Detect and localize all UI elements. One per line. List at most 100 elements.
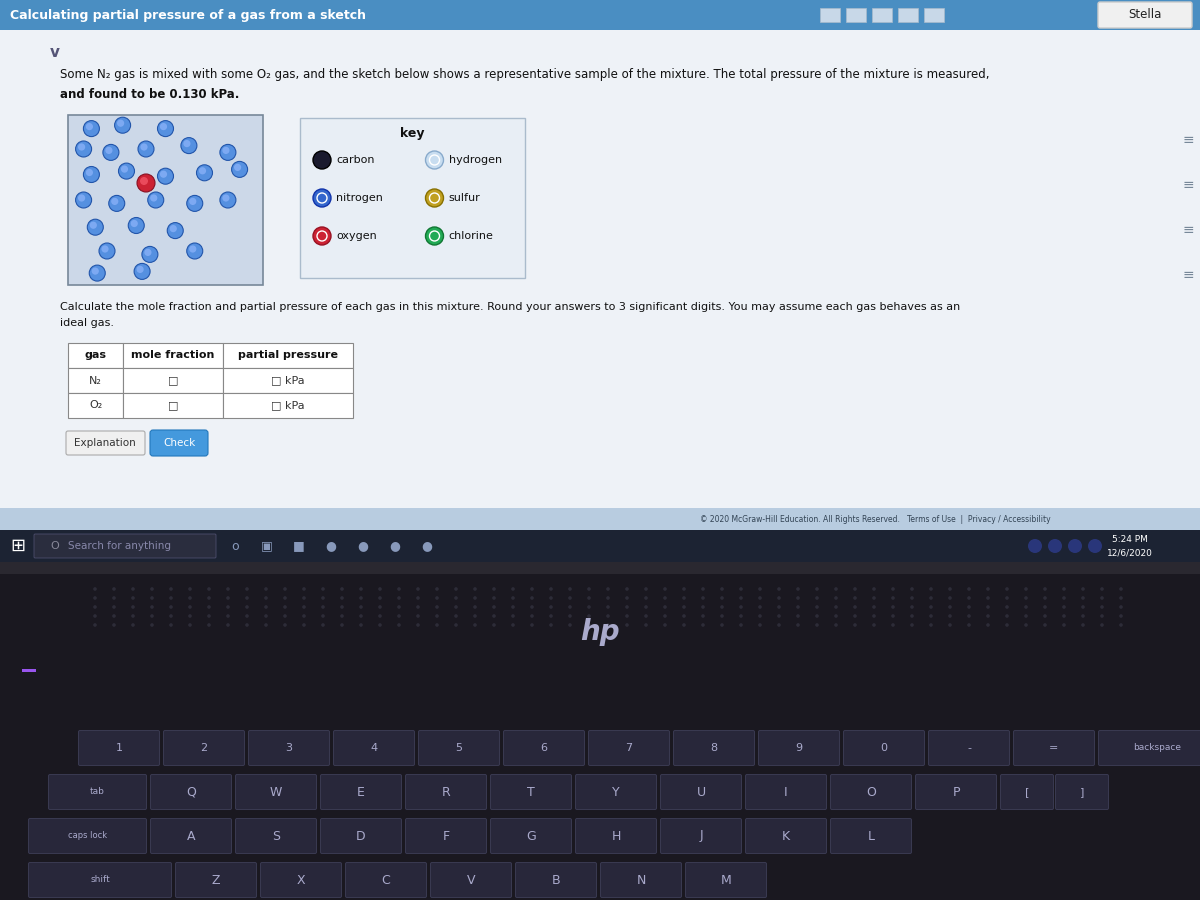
Circle shape <box>853 587 857 590</box>
FancyBboxPatch shape <box>576 818 656 853</box>
Circle shape <box>188 623 192 626</box>
Circle shape <box>264 605 268 608</box>
Circle shape <box>625 605 629 608</box>
Circle shape <box>160 123 167 130</box>
Circle shape <box>169 614 173 617</box>
Circle shape <box>416 623 420 626</box>
Circle shape <box>929 587 932 590</box>
FancyBboxPatch shape <box>830 775 912 809</box>
Circle shape <box>302 623 306 626</box>
Circle shape <box>1120 587 1123 590</box>
FancyBboxPatch shape <box>175 862 257 897</box>
Text: N₂: N₂ <box>89 375 102 385</box>
Circle shape <box>89 266 106 281</box>
Circle shape <box>625 623 629 626</box>
Circle shape <box>199 167 206 175</box>
Circle shape <box>986 614 990 617</box>
Text: Q: Q <box>186 786 196 798</box>
Text: caps lock: caps lock <box>68 832 107 841</box>
Circle shape <box>929 605 932 608</box>
Bar <box>124 393 223 418</box>
Circle shape <box>283 605 287 608</box>
Circle shape <box>86 123 94 130</box>
Circle shape <box>264 614 268 617</box>
Circle shape <box>853 596 857 599</box>
Circle shape <box>188 605 192 608</box>
Circle shape <box>892 587 895 590</box>
Circle shape <box>967 587 971 590</box>
Text: L: L <box>868 830 875 842</box>
Circle shape <box>948 605 952 608</box>
Circle shape <box>359 596 362 599</box>
Circle shape <box>397 596 401 599</box>
Text: 0: 0 <box>881 743 888 753</box>
Circle shape <box>664 614 667 617</box>
Circle shape <box>150 587 154 590</box>
Circle shape <box>967 623 971 626</box>
Text: 8: 8 <box>710 743 718 753</box>
Circle shape <box>892 596 895 599</box>
Bar <box>898 8 918 22</box>
Circle shape <box>302 605 306 608</box>
Circle shape <box>283 614 287 617</box>
Circle shape <box>834 587 838 590</box>
FancyBboxPatch shape <box>431 862 511 897</box>
Text: Search for anything: Search for anything <box>68 541 172 551</box>
Circle shape <box>587 596 590 599</box>
FancyBboxPatch shape <box>588 731 670 766</box>
Circle shape <box>511 623 515 626</box>
FancyBboxPatch shape <box>66 431 145 455</box>
FancyBboxPatch shape <box>758 731 840 766</box>
Circle shape <box>137 174 155 192</box>
Text: □: □ <box>168 400 179 410</box>
Text: sulfur: sulfur <box>449 193 480 203</box>
Circle shape <box>109 195 125 212</box>
Text: ●: ● <box>390 539 401 553</box>
Text: Check: Check <box>163 438 196 448</box>
Text: Y: Y <box>612 786 620 798</box>
Circle shape <box>720 596 724 599</box>
Text: J: J <box>700 830 703 842</box>
Circle shape <box>1062 596 1066 599</box>
Circle shape <box>1120 605 1123 608</box>
FancyBboxPatch shape <box>745 775 827 809</box>
Circle shape <box>530 587 534 590</box>
Circle shape <box>101 246 109 253</box>
Text: hydrogen: hydrogen <box>449 155 502 165</box>
Circle shape <box>1043 623 1046 626</box>
Text: H: H <box>611 830 620 842</box>
Circle shape <box>113 587 116 590</box>
Circle shape <box>1006 614 1009 617</box>
Text: C: C <box>382 874 390 886</box>
Text: Calculating partial pressure of a gas from a sketch: Calculating partial pressure of a gas fr… <box>10 8 366 22</box>
Text: □: □ <box>168 375 179 385</box>
Circle shape <box>359 587 362 590</box>
Text: oxygen: oxygen <box>336 231 377 241</box>
Circle shape <box>134 264 150 279</box>
Circle shape <box>190 198 197 205</box>
Circle shape <box>169 605 173 608</box>
Text: V: V <box>467 874 475 886</box>
FancyBboxPatch shape <box>1014 731 1094 766</box>
Circle shape <box>220 144 236 160</box>
Circle shape <box>436 596 439 599</box>
Circle shape <box>683 605 686 608</box>
Circle shape <box>86 169 94 176</box>
Text: hp: hp <box>580 618 620 646</box>
FancyBboxPatch shape <box>346 862 426 897</box>
Circle shape <box>322 605 325 608</box>
Circle shape <box>426 227 444 245</box>
Circle shape <box>587 587 590 590</box>
Circle shape <box>1100 623 1104 626</box>
Circle shape <box>169 225 176 232</box>
Circle shape <box>1043 614 1046 617</box>
Circle shape <box>986 623 990 626</box>
Circle shape <box>910 614 914 617</box>
Text: Calculate the mole fraction and partial pressure of each gas in this mixture. Ro: Calculate the mole fraction and partial … <box>60 302 960 312</box>
Text: X: X <box>296 874 305 886</box>
Circle shape <box>815 614 818 617</box>
Circle shape <box>341 587 344 590</box>
Circle shape <box>138 141 154 157</box>
Circle shape <box>113 596 116 599</box>
Circle shape <box>569 605 571 608</box>
